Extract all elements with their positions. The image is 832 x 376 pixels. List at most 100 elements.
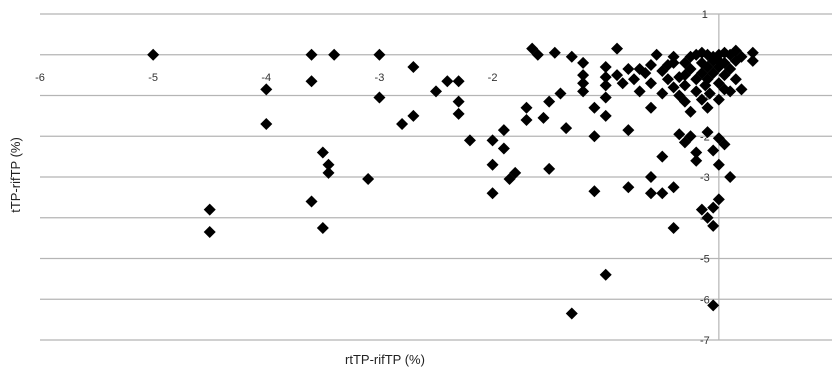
data-point: [147, 48, 160, 61]
data-point: [746, 46, 759, 59]
x-tick-label: -6: [35, 72, 45, 84]
data-point: [611, 69, 624, 82]
data-point: [362, 173, 375, 186]
data-point: [599, 109, 612, 122]
y-axis-title: tTP-rifTP (%): [8, 137, 23, 213]
data-point: [678, 79, 691, 92]
data-point: [599, 60, 612, 73]
data-point: [463, 134, 476, 147]
data-point: [707, 299, 720, 312]
y-tick-label: -7: [700, 335, 710, 347]
data-point: [622, 63, 635, 76]
data-point: [684, 105, 697, 118]
data-point: [588, 101, 601, 114]
data-point: [322, 158, 335, 171]
x-axis-title: rtTP-rifTP (%): [345, 352, 425, 367]
data-point: [509, 166, 522, 179]
data-point: [554, 87, 567, 100]
data-point: [588, 185, 601, 198]
data-point: [622, 181, 635, 194]
data-point: [543, 162, 556, 175]
data-point: [644, 58, 657, 71]
y-tick-label: -3: [700, 172, 710, 184]
data-point: [407, 60, 420, 73]
data-point: [684, 63, 697, 76]
data-point: [560, 122, 573, 135]
data-point: [656, 150, 669, 163]
data-point: [430, 85, 442, 98]
data-point: [661, 73, 674, 86]
data-point: [520, 101, 533, 114]
data-point: [644, 171, 657, 183]
data-point: [203, 226, 216, 239]
data-point: [724, 63, 737, 76]
data-point: [673, 71, 686, 84]
data-point: [316, 146, 329, 159]
data-point: [396, 118, 409, 131]
data-point: [656, 87, 669, 100]
data-point: [667, 221, 680, 234]
data-point: [577, 69, 590, 82]
data-point: [452, 107, 465, 120]
data-point: [622, 124, 635, 137]
data-point: [724, 171, 737, 183]
data-point: [661, 58, 674, 71]
data-point: [260, 83, 273, 96]
data-point: [543, 95, 556, 108]
data-point: [611, 42, 624, 55]
data-point: [707, 144, 720, 157]
data-point: [497, 142, 510, 155]
data-point: [644, 77, 657, 90]
data-point: [735, 83, 748, 96]
data-point: [407, 109, 420, 122]
data-point: [316, 221, 329, 234]
x-tick-label: -5: [148, 72, 158, 84]
data-point: [701, 126, 714, 139]
data-point: [565, 50, 578, 63]
data-point: [724, 85, 737, 98]
data-point: [486, 134, 499, 147]
data-point: [599, 268, 612, 281]
data-point: [678, 95, 691, 108]
data-point: [328, 48, 341, 61]
data-point: [695, 203, 708, 216]
data-point: [644, 101, 657, 114]
data-point: [373, 48, 386, 61]
data-point: [707, 219, 720, 232]
data-point: [746, 54, 759, 67]
x-tick-label: -4: [261, 72, 271, 84]
data-point: [452, 75, 465, 88]
data-point: [577, 85, 590, 98]
data-point: [718, 138, 731, 151]
data-point: [322, 166, 335, 179]
data-point: [452, 95, 465, 108]
x-tick-label: -3: [375, 72, 385, 84]
data-point: [703, 87, 716, 100]
data-point: [588, 130, 601, 143]
data-point: [633, 85, 646, 98]
data-point: [701, 211, 714, 224]
data-point: [599, 71, 612, 84]
data-point: [639, 67, 652, 80]
y-tick-label: -2: [700, 131, 710, 143]
data-point: [441, 75, 454, 88]
data-point: [497, 124, 510, 137]
data-point: [203, 203, 216, 216]
data-point: [628, 73, 640, 86]
data-point: [616, 77, 629, 90]
data-point: [565, 307, 578, 320]
y-tick-label: -5: [700, 254, 710, 266]
y-tick-label: 1: [702, 9, 708, 21]
data-point: [684, 50, 697, 63]
y-tick-label: -1: [700, 91, 710, 103]
data-point: [667, 181, 680, 194]
x-tick-labels: -6 -5 -4 -3 -2: [35, 72, 497, 84]
data-point: [729, 73, 742, 86]
data-point: [599, 91, 612, 104]
data-point: [531, 48, 544, 61]
data-point: [599, 79, 612, 92]
data-point: [305, 75, 318, 88]
data-point: [520, 113, 533, 126]
data-point: [667, 50, 680, 63]
